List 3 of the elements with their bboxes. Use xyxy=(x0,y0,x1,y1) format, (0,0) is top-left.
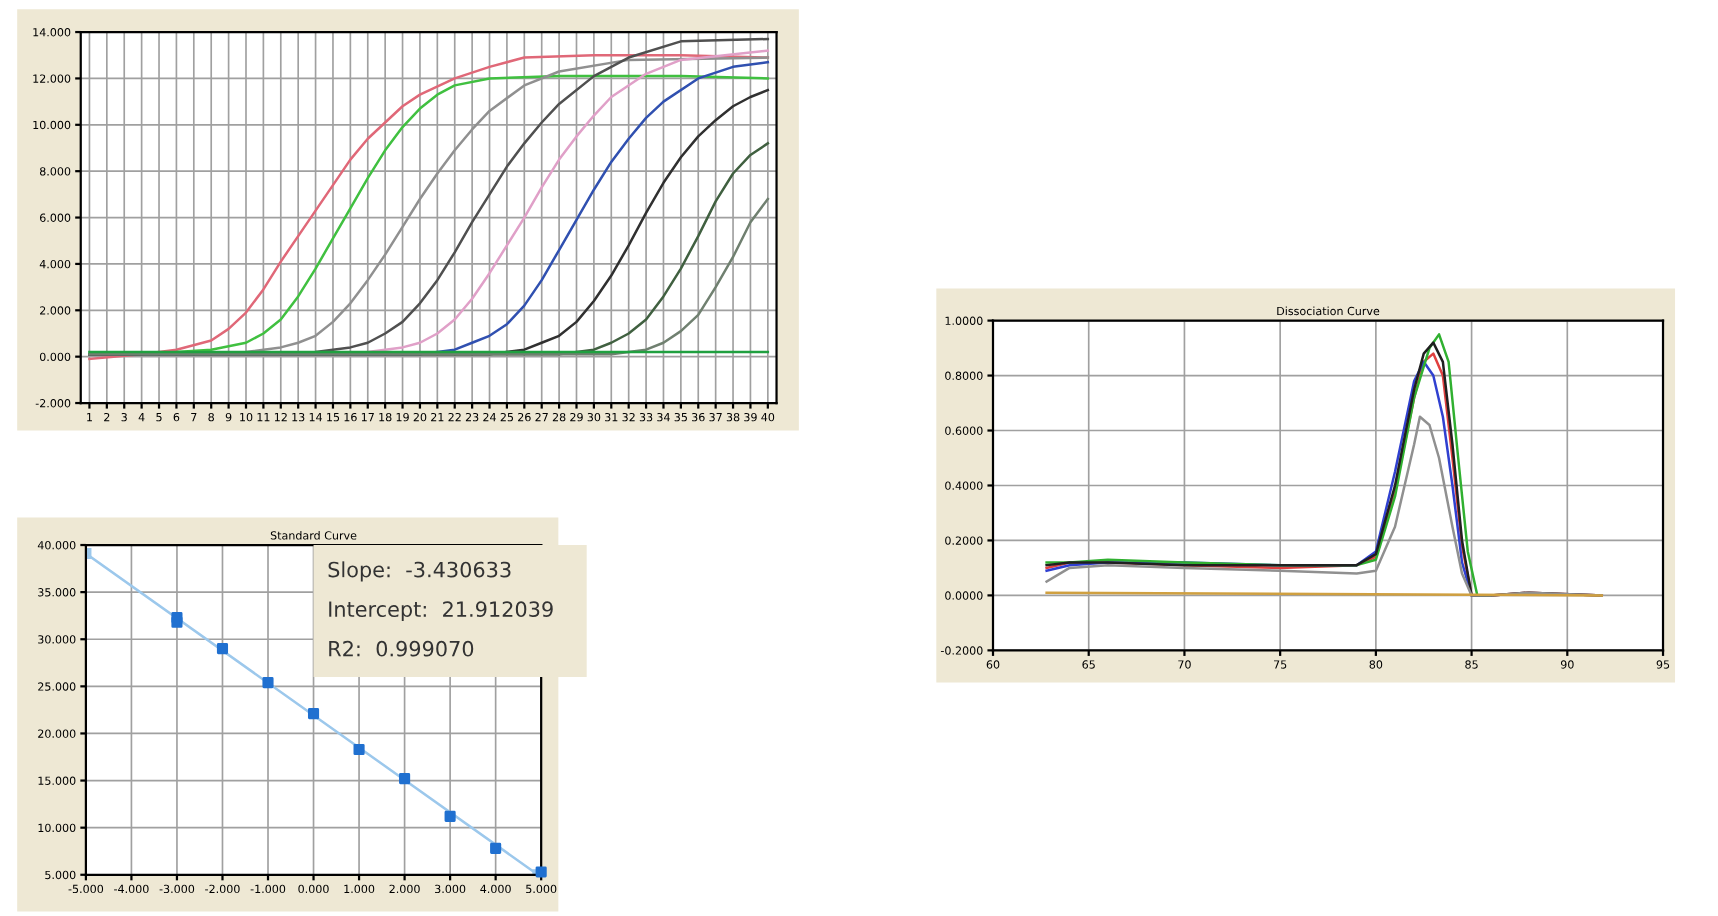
annotation: Slope: -3.430633 xyxy=(328,561,511,582)
annotation: Intercept: 21.912039 xyxy=(329,601,553,622)
annotation: R2: 0.999070 xyxy=(329,640,474,657)
